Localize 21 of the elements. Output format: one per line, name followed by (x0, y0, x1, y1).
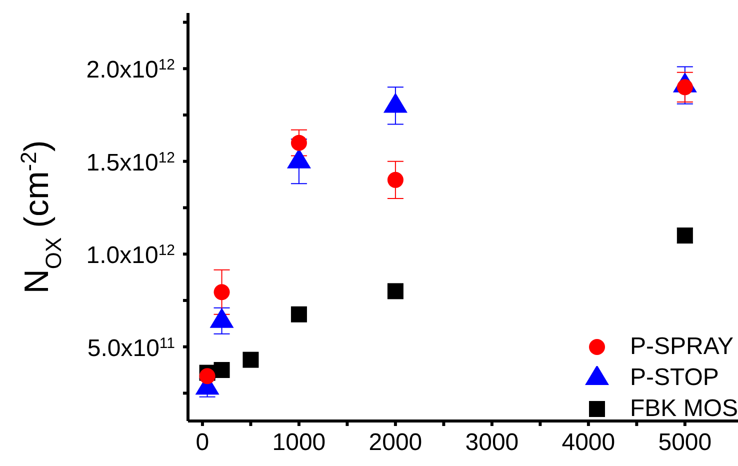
x-tick-label: 3000 (465, 429, 519, 456)
x-tick-label: 2000 (368, 429, 422, 456)
y-tick-label: 2.0x10$^{12}$ (86, 56, 175, 84)
point (199, 368, 216, 384)
point (242, 352, 259, 368)
y-tick-label: 1.0x10$^{12}$ (86, 242, 175, 270)
point (214, 362, 230, 378)
point (387, 172, 404, 188)
x-tick-label: 1000 (272, 429, 326, 456)
legend-label: P-STOP (630, 364, 719, 392)
point (290, 134, 307, 151)
x-tick-label: 0 (196, 429, 210, 456)
point (387, 283, 404, 300)
legend-label: P-SPRAY (630, 332, 734, 360)
y-tick-label: 5.0x10$^{11}$ (87, 334, 175, 362)
legend-label: FBK MOS (630, 394, 738, 422)
point (290, 306, 307, 322)
point (214, 284, 230, 300)
x-tick-label: 4000 (562, 429, 616, 456)
x-tick-label: 5000 (658, 429, 712, 456)
y-tick-label: 1.5x10$^{12}$ (86, 148, 175, 176)
